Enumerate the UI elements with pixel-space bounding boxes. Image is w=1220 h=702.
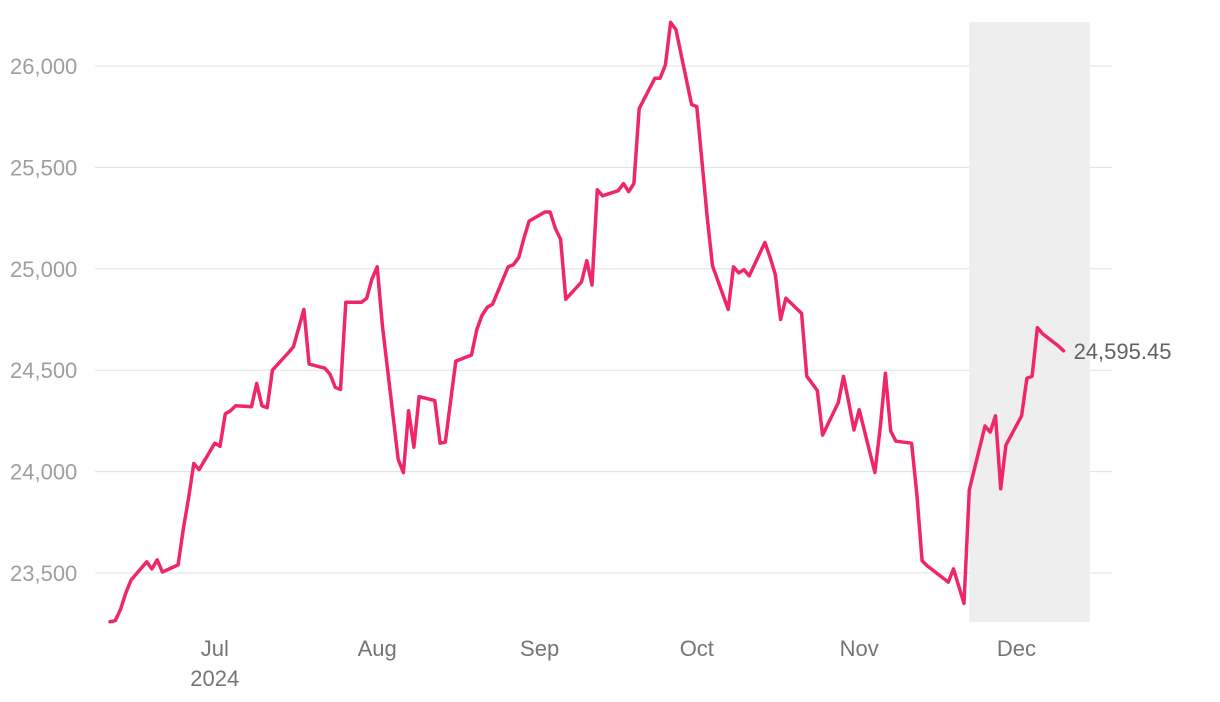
series-line — [108, 20, 1066, 624]
x-tick-label: Oct — [680, 636, 714, 661]
x-tick-label: Nov — [840, 636, 879, 661]
highlight-band — [969, 22, 1090, 622]
y-tick-label: 24,500 — [10, 358, 77, 383]
last-value-label: 24,595.45 — [1074, 339, 1172, 364]
x-tick-label: Jul — [201, 636, 229, 661]
gridlines — [95, 65, 1112, 574]
y-tick-label: 24,000 — [10, 460, 77, 485]
x-tick-label: Aug — [358, 636, 397, 661]
last-value-label-group: 24,595.45 — [1074, 339, 1172, 364]
x-tick-year-label: 2024 — [190, 666, 239, 691]
y-tick-label: 25,000 — [10, 257, 77, 282]
y-tick-label: 25,500 — [10, 155, 77, 180]
series-line-group — [108, 20, 1066, 624]
y-axis-ticks: 23,500 24,000 24,500 25,000 25,500 26,000 — [10, 54, 77, 586]
x-tick-label: Sep — [520, 636, 559, 661]
highlight-band-rect — [969, 22, 1090, 622]
x-tick-label: Dec — [997, 636, 1036, 661]
x-axis-ticks: Jul 2024 Aug Sep Oct Nov Dec — [190, 636, 1036, 691]
y-tick-label: 23,500 — [10, 561, 77, 586]
y-tick-label: 26,000 — [10, 54, 77, 79]
